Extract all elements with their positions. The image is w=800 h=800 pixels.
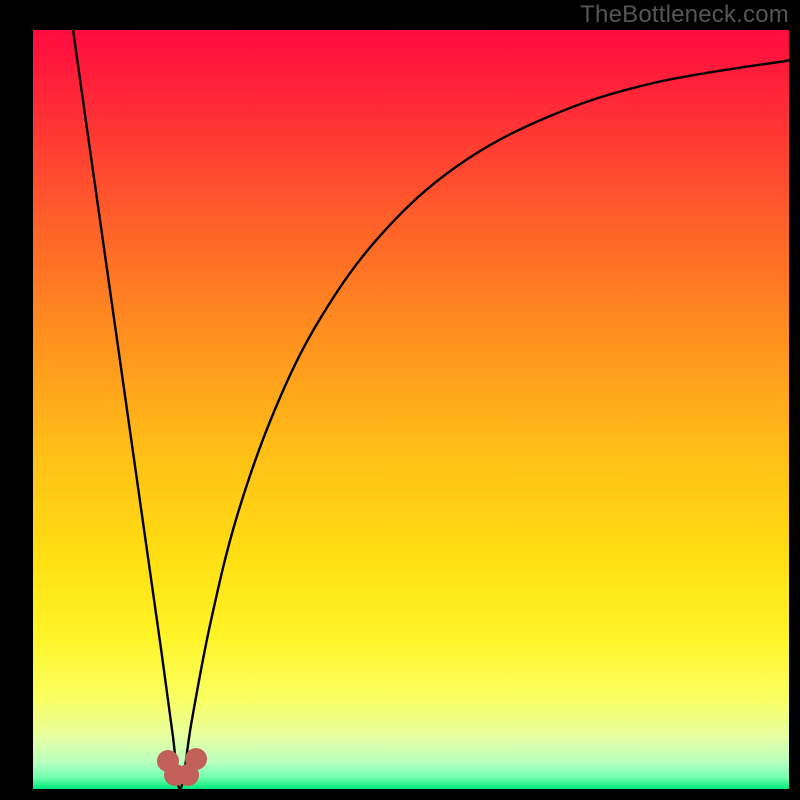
plot-area [33,30,789,789]
bottleneck-curve [33,30,789,789]
curve-path [73,30,789,789]
watermark-text: TheBottleneck.com [580,1,789,29]
bottleneck-marker [185,748,207,770]
